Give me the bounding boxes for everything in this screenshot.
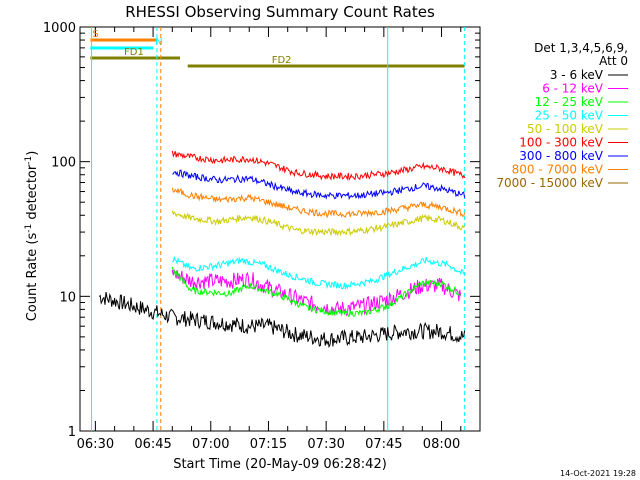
flag-label: N — [155, 37, 162, 48]
flag-label: FD1 — [124, 47, 144, 58]
series-line — [98, 292, 466, 348]
flag-label: S — [92, 29, 98, 40]
legend-item-label: 100 - 300 keV — [519, 136, 603, 150]
x-axis-label: Start Time (20-May-09 06:28:42) — [173, 457, 387, 472]
series-line — [171, 269, 462, 317]
legend-header: Att 0 — [599, 54, 628, 68]
legend-item-label: 50 - 100 keV — [527, 122, 604, 136]
legend-item-label: 7000 - 15000 keV — [496, 176, 603, 190]
x-tick-label: 07:15 — [250, 437, 287, 452]
svg-text:Count Rate (s-1 detector-1): Count Rate (s-1 detector-1) — [24, 151, 40, 322]
legend-item-label: 12 - 25 keV — [535, 95, 604, 109]
x-tick-label: 07:00 — [192, 437, 229, 452]
series-line — [171, 210, 465, 237]
x-tick-label: 08:00 — [423, 437, 460, 452]
y-tick-label: 10 — [59, 290, 76, 305]
series-line — [171, 266, 461, 318]
legend-item-label: 300 - 800 keV — [519, 149, 603, 163]
footer-timestamp: 14-Oct-2021 19:28 — [560, 469, 636, 478]
y-tick-label: 1 — [68, 425, 76, 440]
legend-item-label: 800 - 7000 keV — [512, 163, 604, 177]
legend-item-label: 3 - 6 keV — [550, 68, 604, 82]
y-axis-label: Count Rate (s-1 detector-1) — [24, 151, 40, 322]
series-line — [171, 150, 466, 181]
chart-title: RHESSI Observing Summary Count Rates — [125, 3, 435, 21]
series-line — [172, 255, 465, 290]
y-tick-label: 1000 — [43, 21, 76, 36]
x-tick-label: 07:30 — [307, 437, 344, 452]
plot-area: 1 10 100 1000 06:30 06:45 07:00 07:15 07:30 07:45… — [43, 21, 481, 452]
x-tick-label: 06:45 — [134, 437, 171, 452]
legend-item-label: 25 - 50 keV — [535, 109, 604, 123]
x-tick-label: 06:30 — [77, 437, 114, 452]
flag-label: FD2 — [272, 55, 292, 66]
y-tick-label: 100 — [51, 156, 76, 171]
series-line — [172, 169, 466, 200]
legend-item-label: 6 - 12 keV — [542, 82, 604, 96]
series-line — [171, 187, 466, 219]
legend-header: Det 1,3,4,5,6,9, — [534, 41, 628, 55]
x-tick-label: 07:45 — [365, 437, 402, 452]
plot-frame — [79, 26, 481, 432]
